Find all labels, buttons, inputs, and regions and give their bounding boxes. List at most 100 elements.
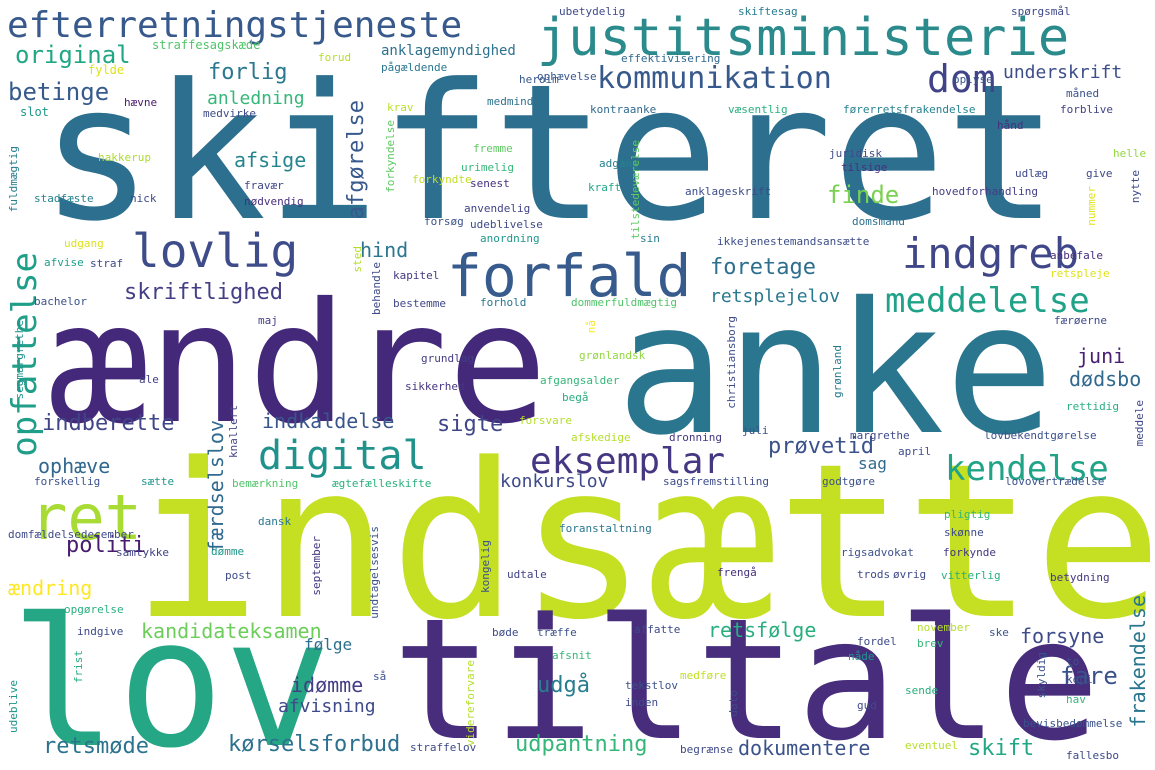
cloud-word: følge	[304, 635, 353, 654]
cloud-word: begå	[562, 391, 589, 404]
cloud-word: ret	[30, 481, 142, 554]
cloud-word: forsvare	[519, 414, 572, 427]
cloud-word: hånd	[997, 119, 1024, 132]
cloud-word: original	[15, 41, 131, 69]
cloud-word: dødsbo	[1069, 367, 1142, 391]
cloud-word: dronning	[669, 431, 722, 444]
cloud-word: hav	[1066, 693, 1086, 706]
cloud-word: to	[1066, 655, 1080, 668]
cloud-word: grundlag	[421, 352, 474, 365]
cloud-word: kopi	[1066, 673, 1093, 686]
cloud-word: ikkejenestemandsansætte	[717, 235, 870, 248]
cloud-word: dato	[727, 690, 740, 717]
cloud-word: idømme	[291, 673, 364, 697]
cloud-word: afgørelse	[344, 100, 369, 220]
cloud-word: sigte	[437, 412, 504, 437]
cloud-word: april	[898, 445, 932, 458]
cloud-word: forlig	[208, 60, 288, 85]
cloud-word: dansk	[258, 515, 292, 528]
cloud-word: videreforvare	[464, 660, 477, 747]
cloud-word: udtale	[507, 568, 547, 581]
cloud-word: ske	[989, 626, 1009, 639]
cloud-word: domsmand	[852, 215, 905, 228]
cloud-word: november	[917, 621, 970, 634]
cloud-word: post	[225, 569, 252, 582]
cloud-word: helle	[1113, 147, 1147, 160]
cloud-word: hovedforhandling	[932, 185, 1038, 198]
cloud-word: udeblivelse	[470, 218, 543, 231]
cloud-word: skifteret	[40, 44, 1059, 263]
cloud-word: senest	[470, 177, 510, 190]
cloud-word: indberette	[42, 411, 175, 436]
cloud-word: ophæve	[38, 454, 111, 478]
cloud-word: indgreb	[902, 229, 1080, 278]
cloud-word: sætte	[141, 475, 175, 488]
cloud-word: udgang	[64, 237, 104, 250]
cloud-word: skønne	[944, 526, 984, 539]
cloud-word: tekstlov	[625, 679, 678, 692]
cloud-word: fravær	[244, 179, 284, 192]
cloud-word: betinge	[8, 78, 110, 106]
cloud-word: give	[1086, 167, 1113, 180]
cloud-word: frist	[72, 650, 85, 684]
cloud-word: lov	[10, 580, 332, 770]
cloud-word: ændring	[8, 576, 93, 600]
cloud-word: skiftesag	[738, 5, 798, 18]
cloud-word: indsætte	[132, 418, 1155, 667]
cloud-word: forsøg	[424, 215, 464, 228]
cloud-word: finde	[827, 181, 900, 209]
cloud-word: urimelig	[461, 161, 514, 174]
cloud-word: væsentlig	[728, 103, 788, 116]
cloud-word: tilsige	[841, 161, 888, 174]
cloud-word: digital	[258, 433, 427, 479]
cloud-word: anklagemyndighed	[381, 43, 516, 59]
cloud-word: anordning	[480, 232, 540, 245]
cloud-word: juridisk	[829, 147, 882, 160]
cloud-word: kandidateksamen	[141, 619, 322, 643]
cloud-word: bøde	[492, 626, 519, 639]
cloud-word: retsplejelov	[710, 286, 841, 307]
cloud-word: betydning	[1050, 571, 1110, 584]
cloud-word: måned	[1066, 87, 1100, 100]
cloud-word: bachelor	[34, 295, 87, 308]
cloud-word: afsnit	[552, 649, 592, 662]
cloud-word: margrethe	[850, 429, 910, 442]
cloud-word: eksemplar	[530, 441, 726, 482]
cloud-word: fare	[1060, 662, 1118, 690]
cloud-word: hævne	[124, 96, 158, 109]
cloud-word: retsmøde	[43, 734, 149, 759]
cloud-word: foretage	[710, 255, 816, 280]
cloud-word: anvendelig	[464, 202, 531, 215]
cloud-word: ale	[139, 373, 159, 386]
cloud-word: justitsministerie	[537, 8, 1070, 68]
cloud-word: straffelov	[410, 741, 477, 754]
cloud-word: skyldig	[1035, 652, 1048, 699]
cloud-word: kontraanke	[590, 103, 657, 116]
cloud-word: udpantning	[515, 732, 648, 757]
cloud-word: sagsfremstilling	[663, 475, 769, 488]
cloud-word: bevisbedømmelse	[1023, 717, 1123, 730]
cloud-word: domfældelsedecember	[8, 528, 134, 541]
cloud-word: forud	[318, 51, 352, 64]
cloud-word: kendelse	[945, 449, 1109, 489]
cloud-word: sted	[351, 246, 364, 273]
cloud-word: anbefale	[1050, 249, 1103, 262]
cloud-word: afsige	[234, 148, 307, 172]
cloud-word: bemærkning	[232, 477, 299, 490]
cloud-word: tilstedeværelse	[629, 140, 642, 240]
cloud-word: stadfæste	[34, 192, 94, 205]
cloud-word: udeblive	[7, 680, 20, 733]
cloud-word: færdselslov	[204, 420, 228, 553]
cloud-word: kapitel	[393, 269, 440, 282]
cloud-word: retsfølge	[708, 618, 817, 642]
cloud-word: afgangsalder	[540, 374, 620, 387]
cloud-word: fordel	[857, 635, 897, 648]
cloud-word: sin	[640, 232, 660, 245]
cloud-word: underskrift	[1003, 62, 1123, 83]
cloud-word: opgørelse	[64, 603, 124, 616]
cloud-word: færøerne	[1054, 314, 1107, 327]
cloud-word: nå	[585, 320, 598, 334]
cloud-word: lovlig	[132, 224, 299, 278]
cloud-word: medmindre	[487, 95, 547, 108]
